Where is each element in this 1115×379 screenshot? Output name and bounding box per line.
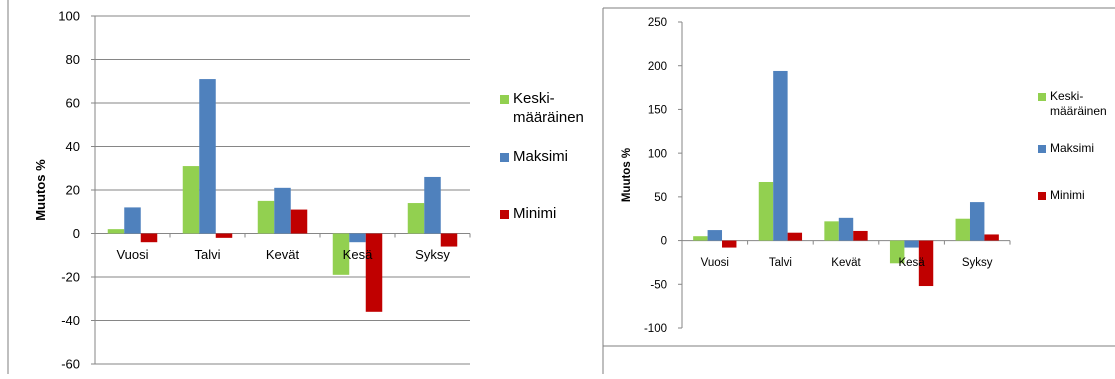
bar	[365, 233, 383, 312]
legend-swatch	[500, 210, 509, 219]
legend-label: Keski-	[1050, 89, 1083, 103]
legend-label: määräinen	[1050, 104, 1107, 118]
bar	[290, 209, 308, 234]
bar	[969, 202, 985, 241]
x-category-label: Syksy	[962, 257, 993, 269]
y-tick-label: -40	[61, 313, 80, 328]
y-axis-title: Muutos %	[621, 148, 633, 202]
y-tick-label: 100	[648, 148, 667, 160]
y-tick-label: -60	[61, 357, 80, 372]
y-axis-title: Muutos %	[33, 159, 48, 221]
y-tick-label: 150	[648, 105, 667, 117]
bar	[904, 240, 919, 248]
x-category-label: Kesä	[898, 257, 925, 269]
bar	[707, 230, 723, 241]
bar	[722, 240, 737, 248]
bar	[758, 181, 774, 241]
bar	[838, 217, 854, 241]
y-tick-label: 100	[58, 9, 80, 24]
bar	[824, 221, 839, 241]
bar	[853, 230, 868, 241]
bar	[955, 218, 970, 241]
legend-label: Maksimi	[513, 148, 568, 165]
y-tick-label: 60	[66, 96, 80, 111]
bar	[889, 240, 905, 264]
left-bar-chart: 100 80 60 40 20 0 -20 -40 -60 Muutos % Vuosi Talvi K…	[33, 9, 584, 372]
legend-swatch	[500, 95, 509, 104]
y-tick-label: -100	[644, 323, 667, 335]
bar	[424, 176, 441, 234]
y-tick-label: 250	[648, 17, 667, 29]
y-tick-label: 80	[66, 52, 80, 67]
legend-swatch	[1038, 145, 1046, 153]
bar	[107, 229, 125, 234]
y-tick-label: -20	[61, 270, 80, 285]
x-category-label: Syksy	[415, 247, 450, 262]
legend-swatch	[1038, 93, 1046, 101]
bar	[407, 203, 425, 234]
y-tick-label: 200	[648, 61, 667, 73]
bar	[182, 166, 200, 234]
y-tick-label: 0	[661, 236, 667, 248]
bar	[199, 79, 216, 234]
bar	[349, 233, 366, 243]
x-category-label: Kesä	[343, 247, 373, 262]
y-tick-label: 40	[66, 139, 80, 154]
bar	[332, 233, 350, 275]
bar	[274, 187, 291, 234]
x-category-label: Talvi	[194, 247, 220, 262]
legend-label: Minimi	[513, 205, 556, 222]
bar	[773, 70, 788, 241]
x-category-label: Vuosi	[701, 257, 729, 269]
y-tick-label: 50	[654, 192, 667, 204]
y-tick-label: -50	[650, 279, 667, 291]
x-category-label: Vuosi	[116, 247, 148, 262]
bar	[984, 234, 999, 241]
bar	[918, 240, 934, 287]
bar	[215, 233, 233, 238]
bar	[787, 232, 803, 241]
bar	[440, 233, 458, 247]
legend-label: Keski-	[513, 90, 555, 107]
x-category-label: Kevät	[831, 257, 861, 269]
legend-label: määräinen	[513, 109, 584, 126]
y-tick-label: 0	[73, 226, 80, 241]
bar	[693, 236, 708, 241]
bar	[124, 207, 141, 234]
right-bar-chart: 250 200 150 100 50 0 -50 -100 Muutos % Vuosi Talvi…	[621, 17, 1107, 335]
bar	[140, 233, 158, 243]
legend-swatch	[500, 153, 509, 162]
legend-label: Minimi	[1050, 188, 1085, 202]
x-category-label: Kevät	[266, 247, 300, 262]
legend-swatch	[1038, 192, 1046, 200]
bar	[257, 200, 275, 234]
legend-label: Maksimi	[1050, 141, 1094, 155]
y-tick-label: 20	[66, 183, 80, 198]
x-category-label: Talvi	[769, 257, 792, 269]
